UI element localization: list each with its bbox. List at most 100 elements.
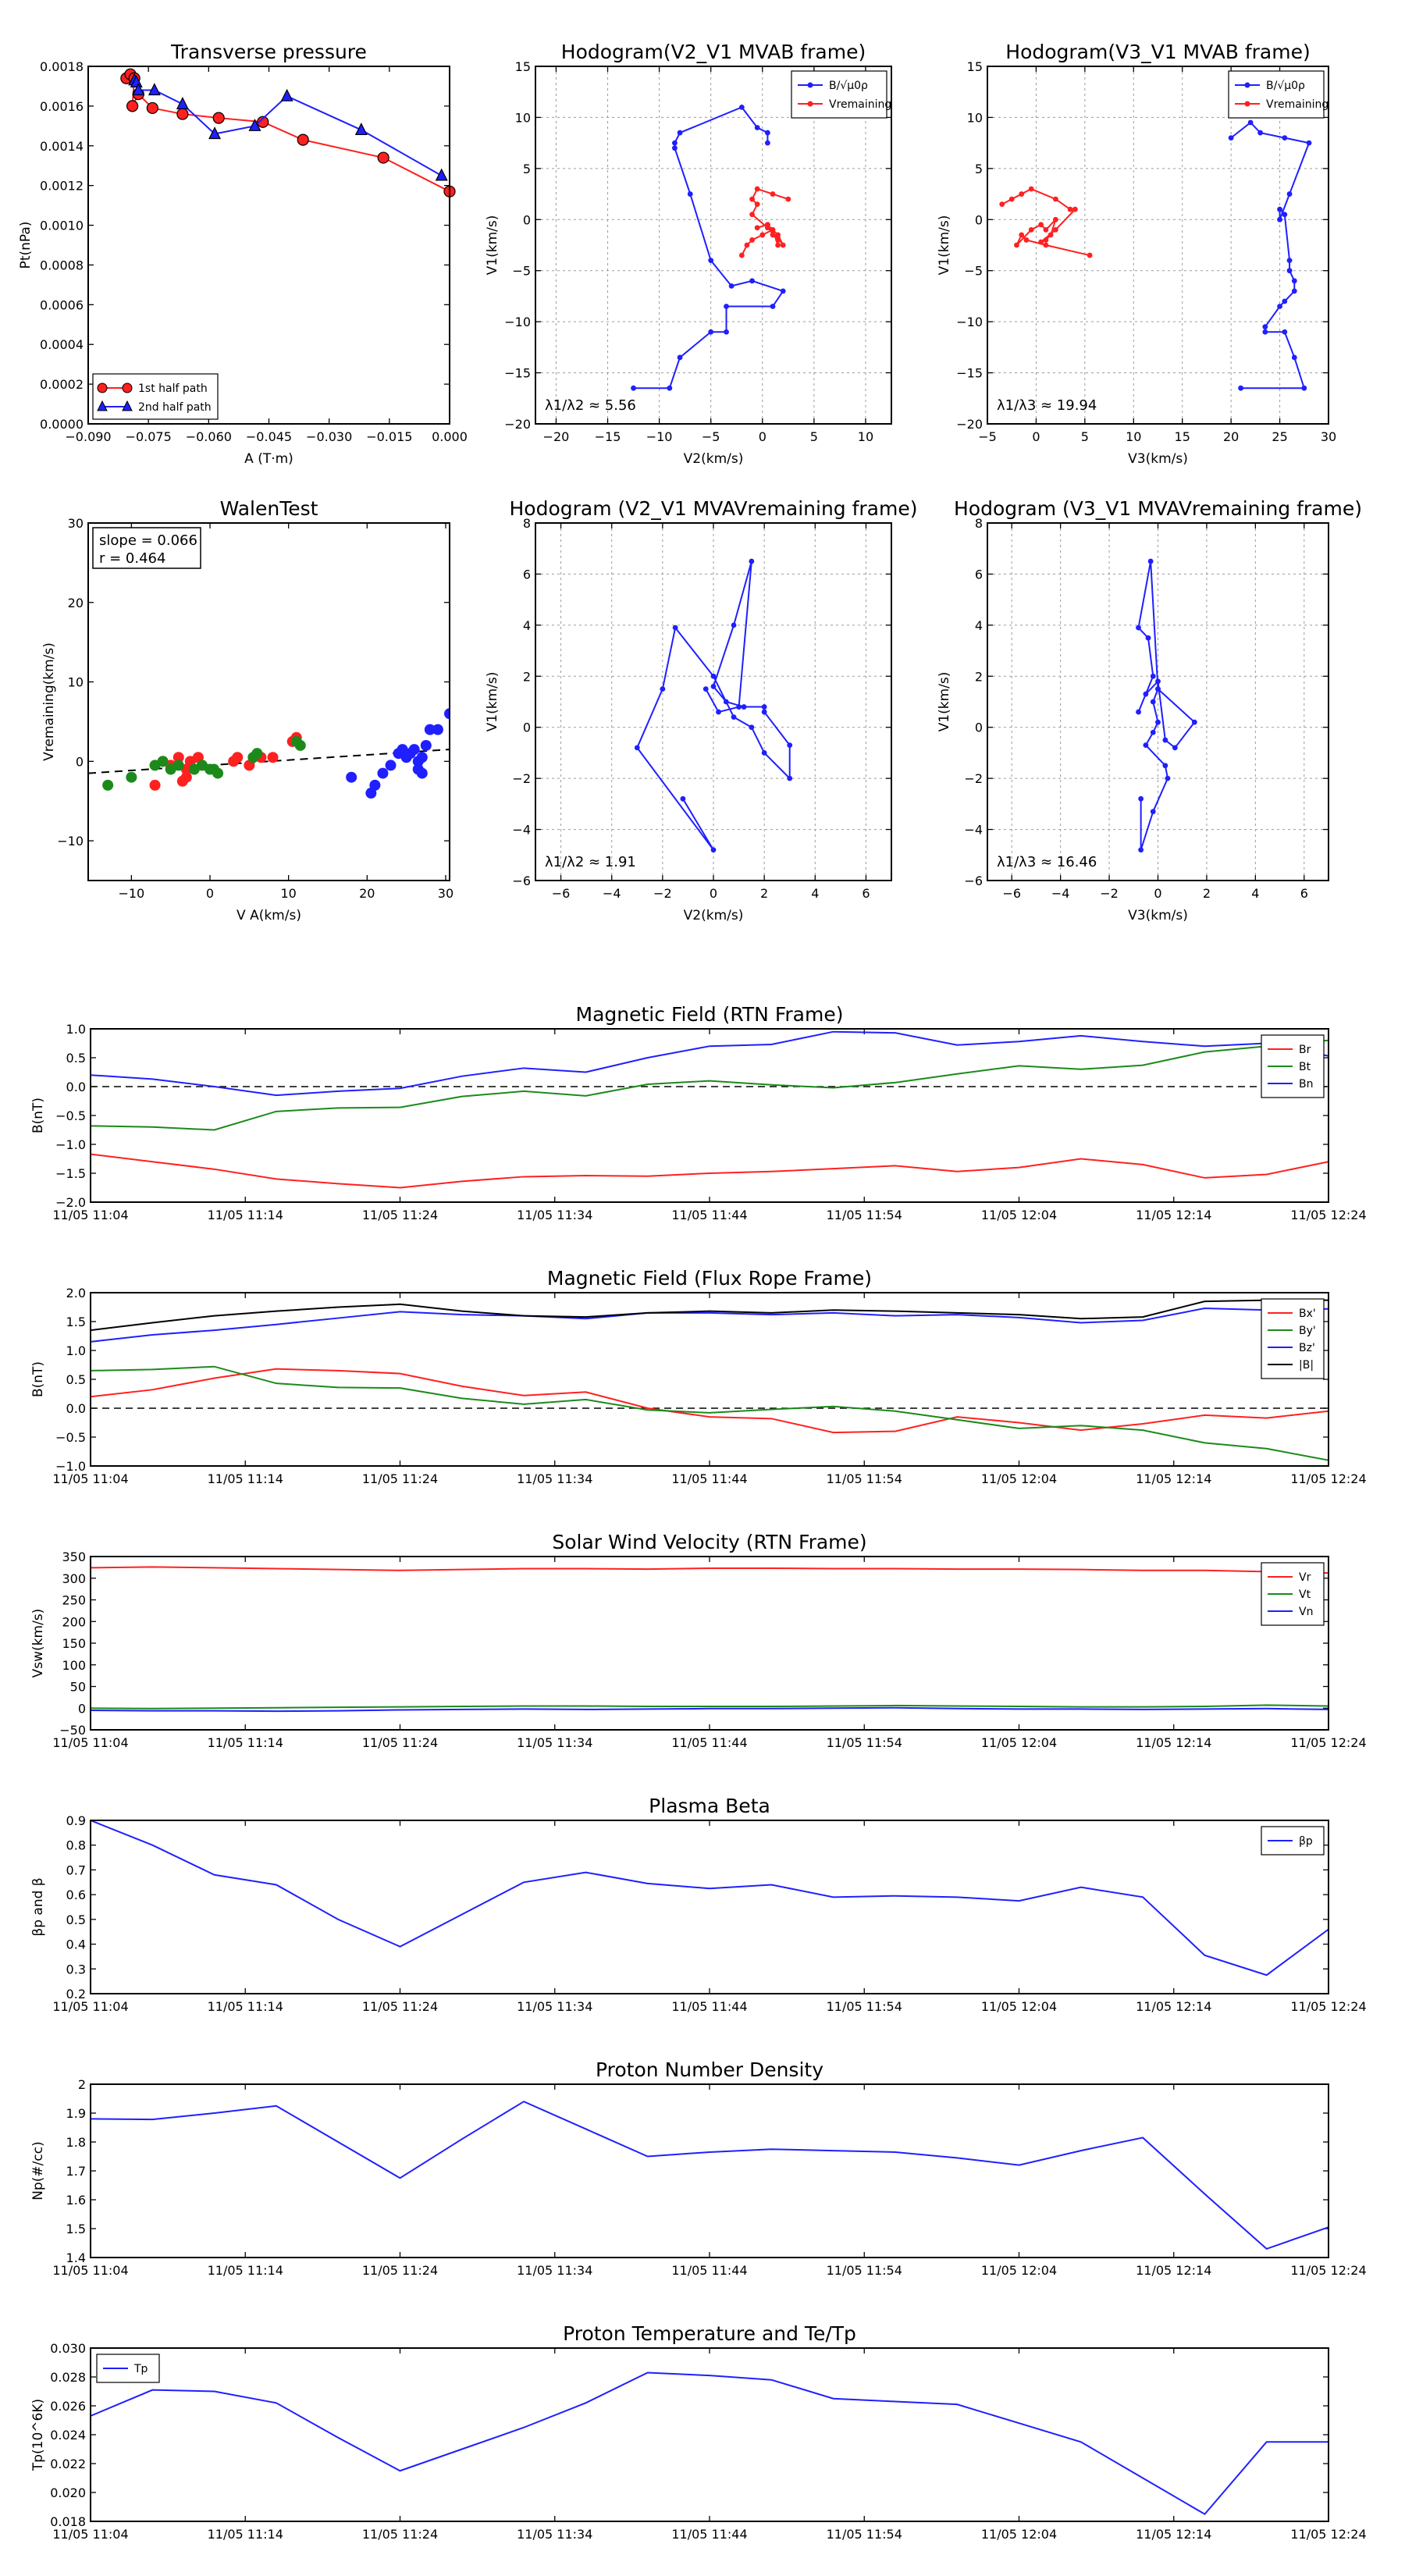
data-point: [297, 133, 309, 146]
data-point: [385, 760, 397, 771]
data-point: [1291, 278, 1297, 284]
data-point: [148, 83, 161, 96]
data-point: [672, 140, 678, 146]
y-tick-label: 2: [975, 669, 983, 684]
legend: B/√μ0ρ Vremaining: [1228, 70, 1329, 119]
x-tick-label: 30: [1321, 429, 1336, 444]
legend-marker: [1244, 101, 1250, 107]
chart-title: Magnetic Field (RTN Frame): [576, 1003, 844, 1026]
y-tick-label: 1.5: [66, 2222, 86, 2236]
x-tick-label: −4: [603, 886, 621, 901]
y-tick-label: 5: [523, 162, 531, 176]
plot-frame: [987, 66, 1329, 425]
y-tick-label: 10: [68, 675, 84, 690]
x-tick-label: −0.015: [366, 429, 412, 444]
x-tick-label: 11/05 11:24: [362, 1471, 438, 1486]
x-tick-label: 11/05 11:34: [517, 1208, 592, 1222]
data-point: [1155, 678, 1161, 685]
data-point: [787, 742, 793, 749]
data-point: [723, 699, 729, 705]
series-line-Bx': [91, 1368, 1329, 1434]
x-tick-label: 11/05 12:14: [1136, 2527, 1211, 2542]
y-tick-label: 0: [76, 754, 84, 769]
y-tick-label: 0.028: [50, 2370, 86, 2385]
data-point: [754, 125, 760, 130]
x-tick-label: 11/05 11:14: [208, 2263, 283, 2278]
x-tick-label: 11/05 11:44: [671, 2527, 747, 2542]
y-tick-label: 0.024: [50, 2428, 86, 2443]
x-tick-label: −20: [543, 429, 570, 444]
legend-marker: [807, 82, 813, 88]
legend-label: Vt: [1299, 1589, 1311, 1601]
chart-title: Hodogram (V2_V1 MVAVremaining frame): [510, 497, 918, 520]
plot-frame: [87, 66, 450, 425]
x-tick-label: −2: [653, 886, 672, 901]
y-tick-label: −10: [504, 315, 531, 329]
series-line-Br: [91, 1153, 1329, 1189]
legend-label: Vremaining: [1266, 98, 1329, 111]
data-point: [1147, 558, 1154, 564]
y-tick-label: 0.7: [66, 1863, 86, 1877]
x-tick-label: 11/05 12:04: [981, 2263, 1057, 2278]
y-tick-label: −5: [964, 264, 983, 279]
x-tick-label: 11/05 11:04: [52, 1999, 128, 2014]
data-point: [248, 118, 261, 131]
y-tick-label: 1.6: [66, 2193, 86, 2208]
y-tick-label: 200: [62, 1614, 86, 1629]
y-tick-label: 300: [62, 1571, 86, 1586]
data-point: [1145, 635, 1151, 641]
y-axis-label: βp and β: [30, 1877, 46, 1936]
data-point: [1191, 719, 1197, 725]
x-tick-label: 11/05 11:24: [362, 1208, 438, 1222]
series-line-Vt: [91, 1704, 1329, 1710]
data-point: [1019, 232, 1025, 238]
data-point: [257, 116, 269, 128]
x-tick-label: 11/05 11:04: [52, 1208, 128, 1222]
data-point: [280, 88, 293, 101]
data-point: [1277, 304, 1282, 309]
y-tick-label: 0.3: [66, 1962, 86, 1976]
data-point: [1143, 691, 1149, 697]
x-tick-label: 11/05 11:54: [827, 1471, 902, 1486]
x-tick-label: 11/05 12:24: [1290, 2527, 1366, 2542]
data-point: [369, 779, 381, 791]
x-axis-label: A (T·m): [244, 451, 293, 467]
y-tick-label: 4: [523, 618, 531, 633]
series-line-Vn: [91, 1706, 1329, 1713]
y-tick-label: −1.0: [55, 1459, 86, 1474]
chart-title: Proton Temperature and Te/Tp: [563, 2322, 856, 2345]
chart-title: Hodogram (V3_V1 MVAVremaining frame): [954, 497, 1362, 520]
x-tick-label: 11/05 11:54: [827, 1208, 902, 1222]
x-tick-label: 11/05 11:54: [827, 1999, 902, 2014]
data-point: [1014, 242, 1019, 248]
legend-label: Bn: [1299, 1078, 1313, 1091]
x-tick-label: 5: [810, 429, 818, 444]
y-tick-label: 8: [975, 516, 983, 531]
legend-marker: [97, 382, 108, 393]
y-axis-label: Np(#/cc): [30, 2141, 46, 2200]
data-point: [775, 235, 781, 241]
data-point: [787, 775, 793, 781]
y-tick-label: −0.5: [55, 1108, 86, 1123]
y-tick-label: 0.8: [66, 1838, 86, 1853]
y-tick-label: 0.0010: [40, 219, 84, 233]
y-tick-label: 1.0: [66, 1022, 86, 1037]
plot-frame: [87, 522, 450, 881]
data-point: [1306, 140, 1312, 146]
legend-marker: [1244, 82, 1250, 88]
y-tick-label: 0.0012: [40, 179, 84, 194]
x-tick-label: 0: [1154, 886, 1161, 901]
chart-beta: 11/05 11:04 11/05 11:14 11/05 11:24 11/05 1…: [30, 1795, 1367, 2014]
data-point: [1301, 385, 1307, 391]
data-point: [444, 708, 450, 720]
data-point: [1286, 191, 1293, 197]
x-tick-label: 11/05 11:24: [362, 2527, 438, 2542]
y-tick-label: −1.5: [55, 1166, 86, 1181]
data-point: [157, 756, 169, 767]
data-point: [1155, 686, 1161, 692]
x-tick-label: 0.000: [432, 429, 468, 444]
legend-label: Vr: [1299, 1571, 1311, 1584]
x-tick-label: 11/05 11:44: [671, 1471, 747, 1486]
data-point: [432, 724, 443, 735]
